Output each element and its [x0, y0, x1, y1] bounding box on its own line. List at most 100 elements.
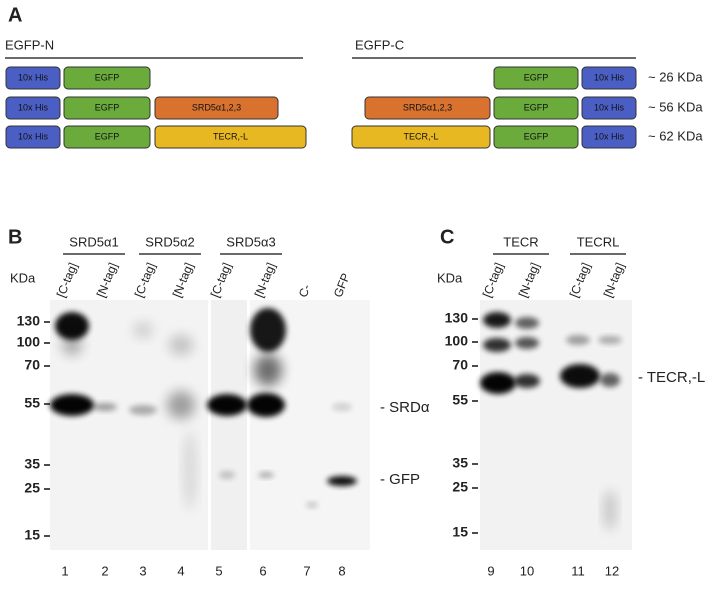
marker-label: 100 [445, 333, 469, 349]
band-label: - TECR,-L [638, 369, 705, 386]
panel-label: B [8, 226, 22, 248]
band-label: - GFP [380, 471, 420, 488]
domain-label: TECR,-L [213, 131, 248, 141]
marker-label: 130 [17, 313, 41, 329]
domain-box [5, 125, 61, 149]
marker-label: 35 [24, 456, 40, 472]
band [55, 312, 89, 340]
size-label: ~ 56 KDa [648, 99, 703, 114]
domain-label: 10x His [18, 72, 49, 82]
lane-label: GFP [331, 271, 353, 299]
lane-label: [N-tag] [516, 261, 542, 300]
band [258, 472, 274, 478]
domain-box [154, 125, 307, 149]
lane-number: 5 [215, 563, 222, 578]
band [219, 471, 235, 479]
band [207, 394, 247, 416]
domain-box [493, 66, 579, 90]
domain-box [154, 96, 279, 120]
band [480, 372, 516, 394]
band [129, 405, 157, 415]
group-label: TECRL [577, 234, 620, 249]
band [184, 430, 196, 510]
domain-box [581, 66, 637, 90]
lane-label: [C-tag] [480, 261, 506, 300]
marker-label: 35 [452, 455, 468, 471]
panel-label: A [8, 4, 22, 26]
domain-label: SRD5α1,2,3 [192, 102, 241, 112]
band [483, 338, 511, 352]
band [254, 354, 282, 386]
blot-b [50, 300, 370, 550]
band [306, 502, 318, 508]
marker-label: 25 [452, 479, 468, 495]
band [247, 393, 285, 417]
lane-number: 1 [61, 563, 68, 578]
lane-label: [C-tag] [567, 261, 593, 300]
lane-label: [N-tag] [170, 261, 196, 300]
lane-label: [N-tag] [601, 261, 627, 300]
band [600, 373, 620, 387]
domain-box [364, 96, 491, 120]
domain-label: EGFP [95, 72, 120, 82]
band [327, 476, 357, 486]
domain-label: EGFP [524, 102, 549, 112]
unit-label: KDa [437, 270, 463, 285]
lane-label: C- [296, 282, 314, 299]
domain-box [63, 125, 151, 149]
domain-box [581, 96, 637, 120]
domain-box [493, 125, 579, 149]
band [167, 391, 195, 419]
group-label: SRD5α2 [145, 234, 194, 249]
domain-label: EGFP [95, 102, 120, 112]
band [133, 322, 153, 338]
band [598, 336, 622, 344]
domain-label: 10x His [18, 131, 49, 141]
domain-label: EGFP [524, 131, 549, 141]
marker-label: 70 [24, 357, 40, 373]
domain-label: 10x His [18, 102, 49, 112]
panel-label: C [440, 226, 454, 248]
band [514, 374, 540, 388]
lane-number: 6 [259, 563, 266, 578]
domain-label: SRD5α1,2,3 [403, 102, 452, 112]
lane-number: 12 [605, 563, 619, 578]
domain-label: 10x His [594, 102, 625, 112]
lane-number: 3 [139, 563, 146, 578]
marker-label: 100 [17, 334, 41, 350]
size-label: ~ 62 KDa [648, 128, 703, 143]
construct-title: EGFP-C [355, 37, 404, 52]
lane-label: [C-tag] [54, 261, 80, 300]
domain-label: EGFP [524, 72, 549, 82]
domain-box [5, 66, 61, 90]
size-label: ~ 26 KDa [648, 69, 703, 84]
lane-number: 7 [303, 563, 310, 578]
domain-box [581, 125, 637, 149]
lane-label: [C-tag] [132, 261, 158, 300]
marker-label: 70 [452, 357, 468, 373]
marker-label: 15 [452, 524, 468, 540]
marker-label: 25 [24, 480, 40, 496]
band [566, 335, 590, 345]
lane-number: 2 [101, 563, 108, 578]
band [50, 394, 94, 416]
domain-box [63, 96, 151, 120]
band [560, 364, 600, 388]
band [332, 403, 352, 411]
band-label: - SRDα [380, 399, 430, 416]
domain-label: 10x His [594, 72, 625, 82]
band [483, 312, 511, 328]
band [169, 335, 193, 355]
lane-number: 10 [520, 563, 534, 578]
lane-number: 4 [177, 563, 184, 578]
bands [50, 308, 622, 530]
domain-box [63, 66, 151, 90]
group-label: SRD5α3 [226, 234, 275, 249]
marker-label: 55 [452, 392, 468, 408]
domain-label: EGFP [95, 131, 120, 141]
domain-box [5, 96, 61, 120]
lane-label: [C-tag] [208, 261, 234, 300]
marker-label: 15 [24, 527, 40, 543]
group-label: TECR [503, 234, 538, 249]
